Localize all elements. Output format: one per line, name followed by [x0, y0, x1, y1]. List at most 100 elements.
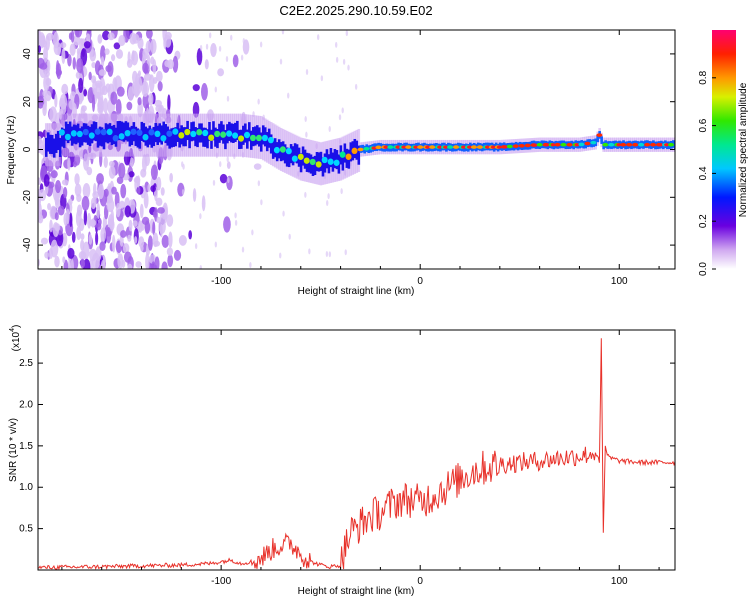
spectrogram-ridge-core — [202, 129, 209, 137]
spectrogram-noise-cell — [92, 79, 98, 95]
spectrogram-ridge-core — [112, 135, 119, 142]
spectrogram-noise-cell — [74, 183, 82, 197]
spectrogram-noise-cell — [208, 32, 212, 39]
spectrogram-noise-cell — [305, 131, 308, 138]
colorbar-tick-label: 0.6 — [698, 118, 709, 132]
spectrogram-ridge-core — [184, 128, 191, 136]
spectrogram-noise-cell — [115, 98, 122, 116]
y-tick-label: 40 — [22, 48, 33, 60]
spectrogram-ridge-band — [86, 125, 90, 145]
spectrogram-ridge-band — [70, 126, 74, 146]
spectrogram-ridge-core — [638, 142, 645, 147]
spectrogram-ridge-core — [524, 143, 531, 148]
spectrogram-noise-cell — [147, 183, 151, 193]
spectrogram-noise-cell — [140, 168, 147, 178]
spectrogram-ridge-peak — [383, 145, 389, 149]
snr-series-line — [38, 338, 675, 570]
spectrogram-ridge-core — [476, 145, 483, 149]
spectrogram-noise-cell — [47, 202, 51, 211]
spectrogram-ridge-peak — [616, 143, 622, 147]
spectrogram-noise-cell — [98, 69, 107, 76]
spectrogram-noise-cell — [212, 179, 216, 186]
snr-panel: -100 0 100 0.5 1.0 1.5 2.0 2.5 Height of strai… — [8, 325, 676, 597]
spectrogram-noise-cell — [39, 63, 48, 70]
spectrogram-noise-cell — [56, 63, 62, 80]
spectrogram-ridge-core — [249, 134, 256, 142]
spectrogram-ridge-core — [64, 133, 71, 141]
spectrogram-ridge-band — [116, 121, 120, 141]
spectrogram-noise-cell — [50, 170, 58, 179]
colorbar-tick-label: 0.0 — [698, 262, 709, 276]
spectrogram-ridge-band — [184, 127, 187, 147]
spectrogram-ridge-band — [242, 125, 245, 145]
spectrogram-ridge-band — [196, 127, 199, 148]
spectrogram-ridge-band — [329, 148, 333, 168]
spectrogram-noise-cell — [38, 30, 41, 35]
spectrogram-noise-cell — [304, 191, 307, 198]
spectrogram-noise-cell — [88, 234, 93, 245]
spectrogram-noise-cell — [147, 235, 153, 251]
spectrogram-noise-cell — [341, 107, 344, 114]
spectrogram-ridge-core — [142, 134, 149, 141]
x-tick-label: 100 — [611, 576, 628, 587]
spectrogram-noise-cell — [43, 174, 50, 187]
spectrogram-noise-cell — [81, 195, 90, 211]
spectrogram-ridge-band — [172, 127, 175, 147]
x-tick-label: -100 — [211, 576, 231, 587]
spectrogram-noise-cell — [327, 193, 330, 200]
spectrogram-noise-cell — [147, 96, 153, 104]
spectrogram-ridge-core — [267, 136, 274, 144]
spectrogram-ridge-band — [299, 153, 303, 173]
spectrogram-noise-cell — [199, 44, 203, 51]
spectrogram-noise-cell — [156, 176, 162, 191]
spectrogram-noise-cell — [111, 234, 116, 253]
spectrogram-ridge-core — [124, 129, 131, 137]
spectrogram-noise-cell — [38, 45, 41, 54]
spectrogram-noise-cell — [150, 56, 155, 65]
spectrogram-noise-cell — [214, 86, 217, 93]
spectrogram-noise-cell — [81, 105, 87, 112]
spectrogram-noise-cell — [119, 200, 125, 209]
spectrogram-ridge-band — [333, 148, 337, 169]
spectrogram-ridge-band — [600, 136, 603, 144]
spectrogram-noise-cell — [145, 40, 152, 53]
spectrogram-noise-cell — [76, 226, 82, 241]
spectrogram-noise-cell — [166, 247, 174, 256]
spectrogram-noise-cell — [226, 161, 231, 169]
spectrogram-ridge-band — [134, 126, 138, 146]
spectrogram-ridge-band — [255, 125, 259, 145]
spectrogram-ridge-band — [164, 124, 167, 144]
spectrogram-ridge-core — [309, 158, 316, 166]
spectrogram-ridge-band — [357, 145, 361, 165]
spectrogram-ridge-band — [246, 129, 249, 149]
spectrogram-noise-cell — [145, 253, 150, 269]
spectrogram-noise-cell — [96, 173, 104, 185]
spectrogram-noise-cell — [137, 101, 144, 118]
spectrogram-ridge-band — [100, 127, 104, 147]
spectrogram-ridge-band — [122, 122, 126, 142]
spectrogram-ridge-peak — [484, 145, 490, 149]
snr-multiplier-close: ) — [11, 325, 22, 328]
spectrogram-noise-cell — [86, 166, 93, 176]
spectrogram-noise-cell — [130, 50, 139, 66]
spectrogram-ridge-peak — [574, 143, 580, 147]
spectrogram-noise-cell — [141, 81, 150, 98]
spectrogram-ridge-band — [596, 134, 599, 143]
spectrogram-noise-cell — [257, 98, 260, 105]
spectrogram-noise-cell — [199, 213, 202, 220]
spectrogram-noise-cell — [111, 186, 117, 195]
spectrogram-ridge-peak — [395, 145, 401, 149]
spectrogram-noise-cell — [218, 45, 222, 52]
spectrogram-noise-cell — [128, 171, 135, 178]
spectrogram-ridge-core — [303, 157, 310, 164]
spectrogram-ridge-core — [644, 142, 651, 147]
spectrogram-ridge-core — [626, 142, 633, 147]
spectrogram-ridge-band — [150, 128, 154, 148]
spectrogram-noise-cell — [93, 196, 97, 208]
spectrogram-ridge-band — [120, 121, 124, 141]
spectrogram-ridge-core — [536, 142, 543, 147]
spectrogram-noise-cell — [124, 205, 132, 218]
spectrogram-ridge-core — [166, 130, 173, 137]
spectrogram-noise-cell — [38, 177, 42, 186]
spectrogram-ridge-band — [92, 121, 96, 141]
